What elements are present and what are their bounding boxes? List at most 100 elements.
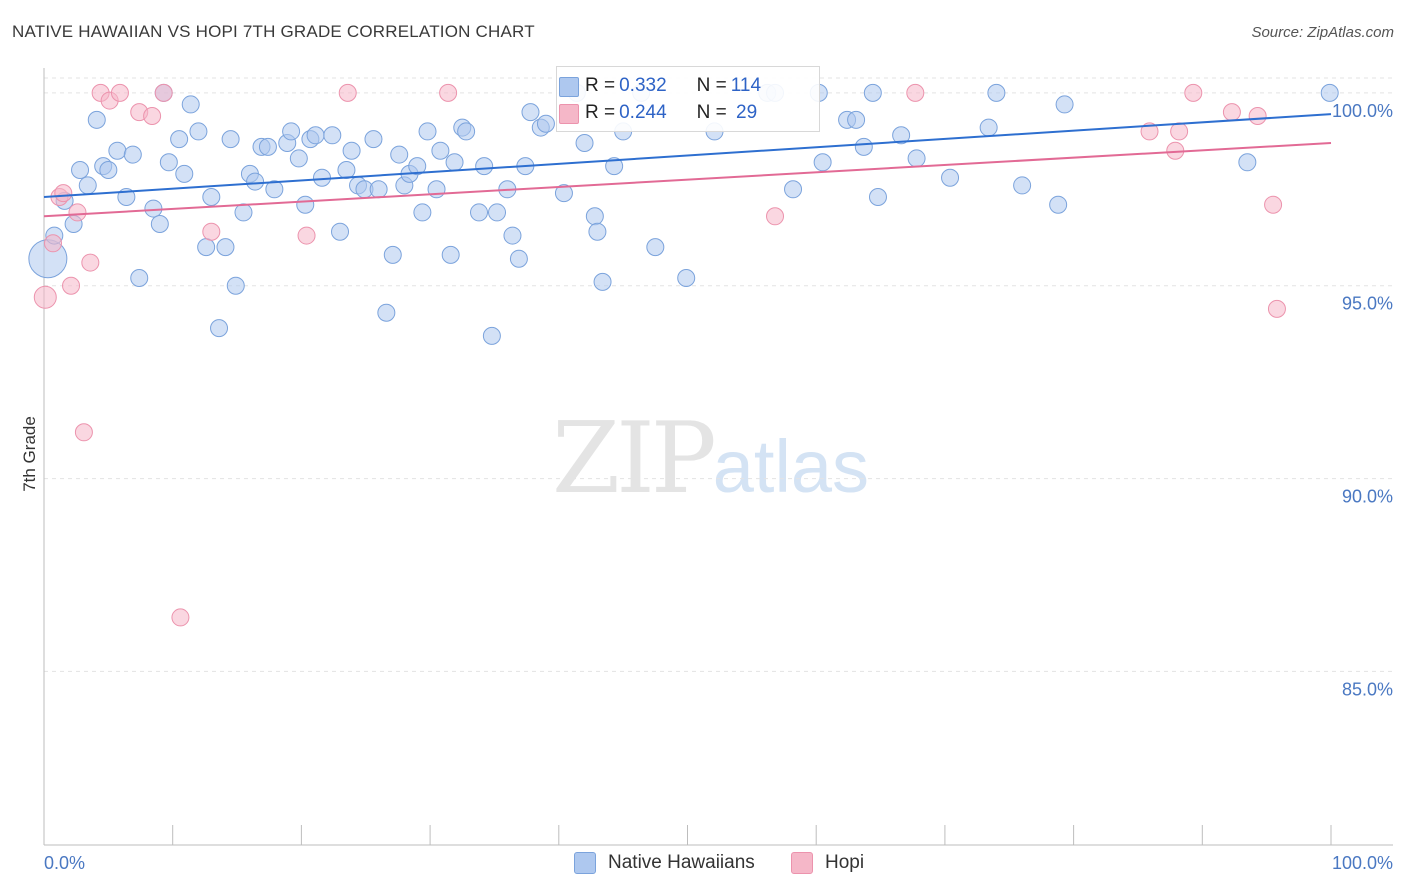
native-hawaiians-point [941, 168, 960, 187]
native-hawaiians-point [150, 215, 169, 233]
hopi-point [338, 83, 357, 102]
watermark-zip: ZIP [552, 402, 717, 516]
n-value: 114 [730, 75, 762, 96]
legend-swatch-blue [574, 852, 596, 874]
tick-labels: 85.0% 90.0% 95.0% 100.0% 0.0% 100.0% 7th Grade [20, 101, 1393, 873]
native-hawaiians-point [588, 222, 607, 241]
n-label: N = [696, 75, 727, 96]
hopi-point [74, 423, 93, 442]
native-hawaiians-point [144, 199, 163, 218]
hopi-point [154, 83, 173, 102]
native-hawaiians-point [265, 180, 284, 199]
hopi-point [54, 184, 73, 203]
native-hawaiians-point [306, 126, 325, 145]
y-axis-label: 7th Grade [20, 416, 39, 492]
r-value: 0.332 [619, 75, 667, 96]
n-label: N = [696, 102, 727, 123]
n-value: 29 [730, 102, 758, 123]
blue-swatch [559, 77, 579, 97]
native-hawaiians-point [390, 145, 409, 164]
native-hawaiians-point [987, 83, 1006, 102]
native-hawaiians-point [234, 203, 253, 222]
native-hawaiians-point [475, 157, 494, 176]
native-hawaiians-point [854, 137, 873, 156]
native-hawaiians-point [383, 245, 402, 264]
y-tick-label: 90.0% [1342, 487, 1393, 507]
watermark-atlas: atlas [712, 425, 870, 508]
hopi-point [44, 234, 63, 253]
native-hawaiians-point [509, 249, 528, 268]
hopi-point [766, 207, 785, 226]
r-value: 0.244 [619, 102, 667, 123]
hopi-point [68, 203, 87, 222]
hopi-point [1248, 107, 1267, 125]
hopi-point [171, 608, 190, 627]
native-hawaiians-trendline [43, 113, 1332, 198]
x-tick-label: 100.0% [1332, 853, 1393, 873]
native-hawaiians-point [159, 153, 178, 172]
native-hawaiians-point [784, 180, 803, 199]
native-hawaiians-point [108, 141, 127, 160]
hopi-point [439, 83, 458, 102]
hopi-point [33, 285, 57, 309]
stats-row-native-hawaiians: R = 0.332 N = 114 [559, 73, 762, 99]
hopi-point [110, 83, 129, 102]
native-hawaiians-point [418, 122, 437, 141]
native-hawaiians-point [441, 245, 460, 264]
hopi-point [1264, 195, 1283, 214]
native-hawaiians-point [216, 238, 235, 257]
native-hawaiians-point [907, 149, 926, 168]
native-hawaiians-point [130, 269, 149, 287]
native-hawaiians-point [369, 180, 388, 199]
native-hawaiians-point [170, 130, 189, 149]
native-hawaiians-point [431, 141, 450, 160]
native-hawaiians-point [289, 149, 308, 168]
native-hawaiians-point [210, 319, 229, 338]
series-legend: Native Hawaiians Hopi [0, 852, 1406, 878]
native-hawaiians-point [605, 157, 624, 176]
legend-item-native-hawaiians[interactable]: Native Hawaiians [574, 852, 755, 874]
trend-lines [43, 113, 1332, 218]
hopi-points [33, 83, 1286, 627]
native-hawaiians-point [521, 103, 540, 122]
hopi-point [62, 276, 81, 295]
native-hawaiians-point [813, 153, 832, 172]
source-label: Source: ZipAtlas.com [1251, 24, 1394, 41]
native-hawaiians-point [554, 184, 573, 203]
native-hawaiians-point [197, 238, 216, 257]
native-hawaiians-point [646, 238, 665, 257]
native-hawaiians-point [337, 161, 356, 179]
native-hawaiians-point [536, 114, 555, 133]
native-hawaiians-point [575, 134, 594, 152]
x-tick-label: 0.0% [44, 853, 85, 873]
hopi-point [202, 222, 221, 241]
native-hawaiians-point [221, 130, 240, 149]
native-hawaiians-point [331, 222, 350, 241]
native-hawaiians-point [342, 141, 361, 160]
r-label: R = [585, 102, 616, 123]
hopi-point [1184, 83, 1203, 102]
hopi-point [1222, 103, 1241, 122]
native-hawaiians-point [979, 118, 998, 137]
native-hawaiians-point [413, 203, 432, 222]
native-hawaiians-point [863, 83, 882, 102]
native-hawaiians-point [123, 145, 142, 164]
stats-row-hopi: R = 0.244 N = 29 [559, 100, 758, 126]
y-tick-label: 100.0% [1332, 101, 1393, 121]
hopi-point [143, 107, 162, 125]
hopi-point [1170, 122, 1189, 141]
native-hawaiians-point [1238, 153, 1257, 172]
hopi-point [906, 83, 925, 102]
native-hawaiians-point [408, 157, 427, 176]
hopi-trendline [43, 142, 1332, 218]
native-hawaiians-point [892, 126, 911, 145]
legend-item-hopi[interactable]: Hopi [791, 852, 864, 874]
hopi-point [1140, 122, 1159, 141]
native-hawaiians-point [181, 95, 200, 114]
r-label: R = [585, 75, 616, 96]
native-hawaiians-point [99, 161, 118, 179]
native-hawaiians-point [377, 303, 396, 322]
native-hawaiians-point [175, 164, 194, 183]
y-tick-label: 95.0% [1342, 294, 1393, 314]
native-hawaiians-point [847, 110, 866, 129]
